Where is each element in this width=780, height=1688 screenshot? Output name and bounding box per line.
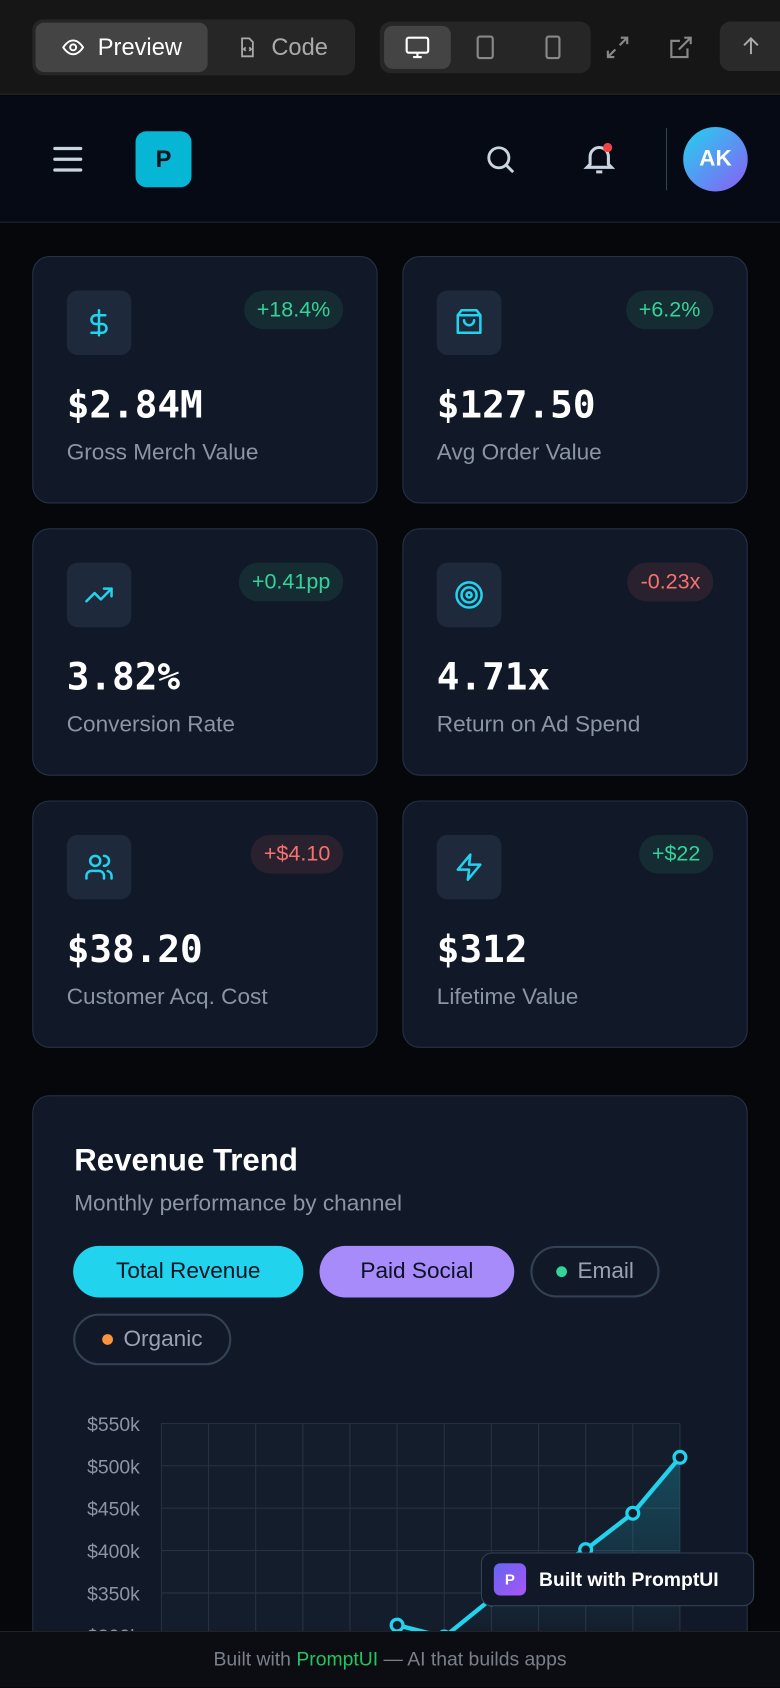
- mobile-tab[interactable]: [543, 34, 562, 60]
- icon: [85, 854, 113, 880]
- desktop-tab[interactable]: [384, 25, 451, 69]
- legend-chip[interactable]: Email: [530, 1245, 660, 1298]
- legend-label: Email: [577, 1258, 634, 1284]
- preview-tab[interactable]: Preview: [35, 22, 208, 73]
- menu-button[interactable]: [52, 144, 84, 174]
- kpi-delta: +0.41pp: [238, 562, 344, 602]
- notifications-button[interactable]: [581, 139, 618, 178]
- footer-text: Built with: [213, 1648, 291, 1670]
- y-tick-label: $400k: [87, 1541, 140, 1563]
- kpi-delta: +$22: [638, 834, 714, 874]
- kpi-label: Gross Merch Value: [66, 440, 259, 465]
- legend-label: Total Revenue: [116, 1258, 261, 1284]
- icon: [455, 581, 483, 609]
- icon: [456, 853, 482, 881]
- kpi-value: 4.71x: [436, 656, 551, 700]
- legend-dot: [101, 1334, 113, 1345]
- kpi-card: +$4.10 $38.20 Customer Acq. Cost: [32, 800, 378, 1048]
- kpi-card: -0.23x 4.71x Return on Ad Spend: [402, 528, 748, 776]
- share-button[interactable]: [719, 21, 780, 72]
- fullscreen-button[interactable]: [605, 34, 631, 60]
- kpi-delta: +$4.10: [250, 834, 344, 874]
- tab-label: Code: [271, 33, 328, 61]
- eye-icon: [62, 39, 85, 56]
- badge-text: Built with PromptUI: [539, 1568, 719, 1590]
- y-tick-label: $450k: [87, 1499, 140, 1521]
- kpi-label: Customer Acq. Cost: [66, 984, 268, 1010]
- icon: [456, 308, 482, 335]
- kpi-delta: +6.2%: [625, 290, 714, 330]
- kpi-label: Avg Order Value: [436, 440, 602, 465]
- badge-logo: P: [493, 1563, 527, 1596]
- point: [389, 1617, 405, 1633]
- kpi-value: $312: [436, 928, 528, 972]
- point: [672, 1449, 688, 1465]
- footer-brand[interactable]: PromptUI: [296, 1648, 379, 1670]
- chart-subtitle: Monthly performance by channel: [74, 1190, 403, 1216]
- kpi-delta: +18.4%: [243, 290, 344, 330]
- legend-chip[interactable]: Organic: [73, 1313, 232, 1366]
- tab-label: Preview: [97, 33, 182, 61]
- footer: Built with PromptUI — AI that builds apps: [0, 1631, 780, 1687]
- kpi-icon: [66, 290, 132, 356]
- kpi-label: Conversion Rate: [66, 712, 235, 737]
- y-tick-label: $500k: [87, 1456, 140, 1478]
- code-icon: [241, 37, 254, 58]
- top-bar: Preview Code: [0, 0, 780, 95]
- kpi-value: $38.20: [66, 928, 203, 972]
- legend-chip[interactable]: Total Revenue: [73, 1245, 304, 1298]
- kpi-card: +0.41pp 3.82% Conversion Rate: [32, 528, 378, 776]
- kpi-card: +18.4% $2.84M Gross Merch Value: [32, 256, 378, 504]
- icon: [90, 308, 108, 337]
- chart-title: Revenue Trend: [74, 1143, 298, 1179]
- tablet-tab[interactable]: [474, 34, 496, 60]
- search-button[interactable]: [483, 142, 517, 176]
- open-external-button[interactable]: [668, 34, 694, 60]
- point: [625, 1505, 641, 1521]
- kpi-icon: [436, 834, 502, 900]
- divider: [665, 128, 668, 191]
- kpi-card: +$22 $312 Lifetime Value: [402, 800, 748, 1048]
- legend-label: Organic: [123, 1326, 203, 1352]
- kpi-delta: -0.23x: [627, 562, 714, 602]
- legend-dot: [555, 1266, 567, 1278]
- icon: [85, 587, 113, 603]
- y-tick-label: $350k: [87, 1583, 140, 1605]
- app-header: P AK: [0, 95, 780, 223]
- kpi-icon: [436, 562, 502, 628]
- avatar[interactable]: AK: [683, 126, 748, 192]
- kpi-value: $2.84M: [66, 384, 203, 428]
- logo[interactable]: P: [135, 131, 192, 188]
- code-tab[interactable]: Code: [215, 23, 349, 72]
- legend-label: Paid Social: [360, 1258, 474, 1284]
- device-tabs: [379, 21, 591, 74]
- footer-text: — AI that builds apps: [383, 1648, 567, 1670]
- kpi-icon: [66, 834, 132, 900]
- kpi-card: +6.2% $127.50 Avg Order Value: [402, 256, 748, 504]
- kpi-value: $127.50: [436, 384, 596, 428]
- kpi-value: 3.82%: [66, 656, 181, 700]
- legend-chip[interactable]: Paid Social: [319, 1245, 515, 1298]
- y-tick-label: $550k: [87, 1414, 140, 1436]
- kpi-icon: [66, 562, 132, 628]
- promptui-badge[interactable]: P Built with PromptUI: [480, 1552, 755, 1607]
- kpi-label: Lifetime Value: [436, 984, 579, 1010]
- kpi-icon: [436, 290, 502, 356]
- kpi-label: Return on Ad Spend: [436, 712, 641, 737]
- view-tabs: Preview Code: [32, 19, 356, 76]
